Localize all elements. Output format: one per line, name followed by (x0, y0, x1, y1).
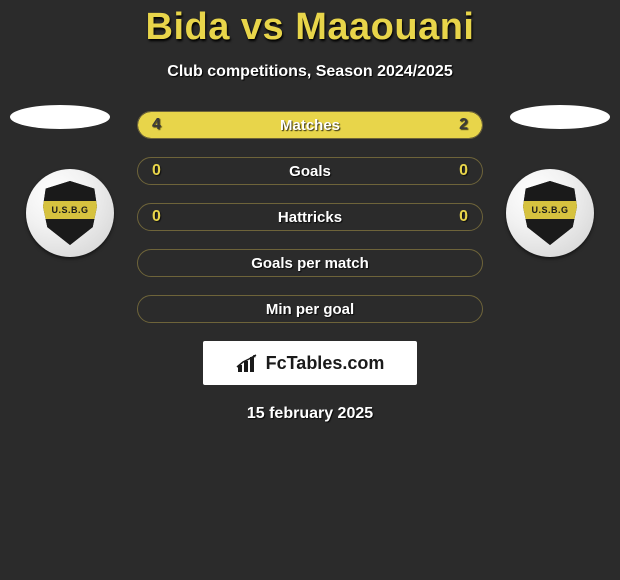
player-right-head-icon (510, 105, 610, 129)
stat-label: Hattricks (138, 204, 482, 230)
stat-row: Min per goal (137, 295, 483, 323)
stat-label: Min per goal (138, 296, 482, 322)
crest-left-text: U.S.B.G (43, 201, 97, 219)
stat-label: Matches (138, 112, 482, 138)
brand-text: FcTables.com (266, 353, 385, 374)
crest-right-text: U.S.B.G (523, 201, 577, 219)
page-subtitle: Club competitions, Season 2024/2025 (0, 63, 620, 81)
stat-row: 00Goals (137, 157, 483, 185)
club-crest-right-icon: U.S.B.G (523, 181, 577, 245)
date-text: 15 february 2025 (0, 405, 620, 423)
stat-row: Goals per match (137, 249, 483, 277)
stat-rows: 42Matches 00Goals 00Hattricks Goals per mat… (137, 111, 483, 323)
brand-box: FcTables.com (203, 341, 417, 385)
stat-label: Goals (138, 158, 482, 184)
player-left-head-icon (10, 105, 110, 129)
page-title: Bida vs Maaouani (0, 0, 620, 49)
stat-row: 42Matches (137, 111, 483, 139)
club-badge-left: U.S.B.G (26, 169, 114, 257)
brand-chart-icon (236, 353, 260, 373)
comparison-panel: U.S.B.G U.S.B.G 42Matches 00Goals 00Hattri… (0, 111, 620, 423)
club-badge-right: U.S.B.G (506, 169, 594, 257)
club-crest-left-icon: U.S.B.G (43, 181, 97, 245)
stat-row: 00Hattricks (137, 203, 483, 231)
stat-label: Goals per match (138, 250, 482, 276)
